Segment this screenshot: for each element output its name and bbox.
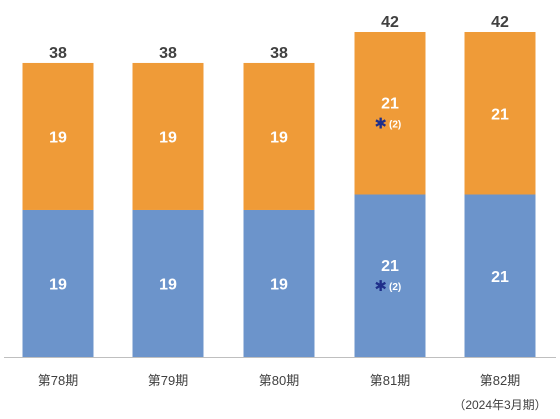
asterisk-icon: ✱ (374, 114, 387, 132)
segment-value-label: 21 (491, 269, 509, 286)
category-sub-label: （2024年3月期） (453, 398, 546, 412)
total-labels-group: 38 38 38 42 42 (49, 14, 509, 62)
annotation-note-label: (2) (389, 282, 401, 293)
category-label: 第81期 (370, 373, 410, 388)
bar-segment (243, 209, 315, 357)
segment-value-label: 19 (49, 276, 67, 293)
bar-segment (132, 62, 204, 210)
category-label: 第78期 (38, 373, 78, 388)
bar-segment (132, 209, 204, 357)
bar-segment (464, 194, 536, 357)
category-label: 第79期 (148, 373, 188, 388)
annotation-note-label: (2) (389, 119, 401, 130)
segment-value-label: 19 (49, 129, 67, 146)
total-value-label: 38 (49, 45, 67, 62)
total-value-label: 38 (159, 45, 177, 62)
total-value-label: 38 (270, 45, 288, 62)
bar-segment (464, 32, 536, 195)
segment-value-label: 19 (270, 129, 288, 146)
segment-labels-group: 19 19 19 19 19 19 21 21 21 21 (49, 95, 509, 293)
segment-value-label: 19 (159, 276, 177, 293)
bar-segment (22, 209, 94, 357)
category-label: 第80期 (259, 373, 299, 388)
segment-value-label: 19 (159, 129, 177, 146)
bar-segment (22, 62, 94, 210)
category-labels-group: 第78期 第79期 第80期 第81期 第82期 （2024年3月期） (38, 373, 547, 412)
total-value-label: 42 (491, 14, 509, 31)
segment-value-label: 21 (381, 95, 399, 112)
category-label: 第82期 (480, 373, 520, 388)
total-value-label: 42 (381, 14, 399, 31)
segment-value-label: 21 (491, 106, 509, 123)
annotations-group: ✱ (2)✱ (2) (374, 114, 401, 295)
segment-value-label: 21 (381, 258, 399, 275)
bars-group (22, 32, 536, 357)
bar-segment (243, 62, 315, 210)
bar-segment (354, 194, 426, 357)
bar-segment (354, 32, 426, 195)
segment-value-label: 19 (270, 276, 288, 293)
asterisk-icon: ✱ (374, 277, 387, 295)
